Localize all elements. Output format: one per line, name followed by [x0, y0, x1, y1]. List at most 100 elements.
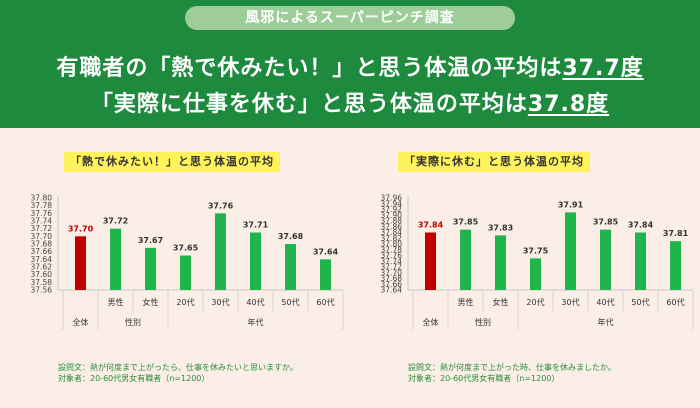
bar-6 [600, 229, 611, 290]
y-tick-label: 37.78 [31, 201, 53, 210]
survey-title-pill: 風邪によるスーパーピンチ調査 [185, 6, 515, 30]
bar-value-label: 37.65 [173, 244, 199, 253]
category-label: 全体 [73, 317, 89, 327]
category-label: 全体 [423, 317, 439, 327]
bar-value-label: 37.81 [663, 229, 689, 238]
chart-1-notes: 設問文：熱が何度まで上がったら、仕事を休みたいと思いますか。 対象者：20-60… [58, 362, 298, 384]
y-tick-label: 37.76 [381, 251, 403, 260]
category-label: 50代 [631, 297, 649, 307]
y-tick-label: 37.68 [381, 274, 403, 283]
bar-7 [285, 244, 296, 290]
category-label: 20代 [526, 297, 544, 307]
y-tick-label: 37.80 [381, 240, 403, 249]
headline-1-value: 37.7度 [562, 56, 644, 81]
bar-value-label: 37.70 [68, 224, 94, 233]
bar-value-label: 37.85 [593, 218, 619, 227]
bar-4 [530, 258, 541, 290]
chart-1: 37.5637.5837.6037.6237.6437.6637.6837.70… [31, 194, 344, 330]
y-tick-label: 37.72 [381, 263, 403, 272]
y-tick-label: 37.80 [31, 194, 53, 203]
y-tick-label: 37.70 [31, 232, 53, 241]
category-label: 60代 [316, 297, 334, 307]
chart-1-title: 「熱で休みたい！」と思う体温の平均 [64, 152, 280, 172]
bar-1 [75, 236, 86, 290]
bar-value-label: 37.71 [243, 221, 269, 230]
category-label: 40代 [596, 297, 614, 307]
category-label: 女性 [493, 297, 509, 307]
y-tick-label: 37.62 [31, 263, 53, 272]
category-label: 女性 [143, 297, 159, 307]
group-label: 年代 [248, 317, 264, 327]
y-tick-label: 37.84 [381, 228, 403, 237]
category-label: 30代 [211, 297, 229, 307]
headline-2-value: 37.8度 [527, 92, 610, 117]
group-label: 性別 [475, 317, 491, 327]
headline-1: 有職者の「熱で休みたい！」と思う体温の平均は37.7度 [0, 50, 700, 82]
chart-2-notes: 設問文：熱が何度まで上がった時、仕事を休みましたか。 対象者：20-60代男女有… [408, 362, 616, 384]
y-tick-label: 37.56 [31, 286, 53, 295]
category-label: 50代 [281, 297, 299, 307]
y-tick-label: 37.92 [381, 205, 403, 214]
bar-1 [425, 232, 436, 290]
y-tick-label: 37.86 [381, 222, 403, 231]
bar-value-label: 37.84 [418, 221, 444, 230]
bar-4 [180, 255, 191, 290]
bar-value-label: 37.83 [488, 223, 513, 232]
category-label: 40代 [246, 297, 264, 307]
headline-2: 「実際に仕事を休む」と思う体温の平均は37.8度 [0, 86, 700, 118]
y-tick-label: 37.64 [381, 286, 403, 295]
y-tick-label: 37.68 [31, 240, 53, 249]
bar-3 [495, 235, 506, 290]
y-tick-label: 37.94 [381, 199, 403, 208]
bar-6 [250, 232, 261, 290]
bar-value-label: 37.76 [208, 201, 234, 210]
category-label: 30代 [561, 297, 579, 307]
bar-8 [670, 241, 681, 290]
chart-2: 37.6437.6637.6837.7037.7237.7437.7637.78… [381, 194, 694, 330]
bar-value-label: 37.64 [313, 247, 339, 256]
category-label: 男性 [108, 297, 124, 307]
y-tick-label: 37.96 [381, 194, 403, 203]
chart-1-question: 設問文：熱が何度まで上がったら、仕事を休みたいと思いますか。 [58, 363, 298, 372]
bar-8 [320, 259, 331, 290]
y-tick-label: 37.88 [381, 217, 403, 226]
y-tick-label: 37.72 [31, 224, 53, 233]
chart-2-target: 対象者：20-60代男女有職者（n=1200） [408, 374, 560, 383]
chart-2-title: 「実際に休む」と思う体温の平均 [398, 152, 590, 172]
bar-2 [110, 228, 121, 290]
category-label: 60代 [666, 297, 684, 307]
y-tick-label: 37.90 [381, 211, 403, 220]
bar-value-label: 37.91 [558, 200, 584, 209]
bar-value-label: 37.85 [453, 218, 479, 227]
y-tick-label: 37.64 [31, 255, 53, 264]
y-tick-label: 37.60 [31, 270, 53, 279]
chart-2-question: 設問文：熱が何度まで上がった時、仕事を休みましたか。 [408, 363, 616, 372]
y-tick-label: 37.74 [31, 217, 53, 226]
category-label: 20代 [176, 297, 194, 307]
chart-1-target: 対象者：20-60代男女有職者（n=1200） [58, 374, 210, 383]
bar-5 [215, 213, 226, 290]
headline-2-prefix: 「実際に仕事を休む」と思う体温の平均は [90, 92, 528, 117]
bar-value-label: 37.68 [278, 232, 304, 241]
y-tick-label: 37.82 [381, 234, 403, 243]
bar-value-label: 37.67 [138, 236, 163, 245]
group-label: 性別 [125, 317, 141, 327]
bar-3 [145, 247, 156, 290]
y-tick-label: 37.58 [31, 278, 53, 287]
category-label: 男性 [458, 297, 474, 307]
group-label: 年代 [598, 317, 614, 327]
bar-7 [635, 232, 646, 290]
bar-value-label: 37.75 [523, 246, 549, 255]
header-banner: 風邪によるスーパーピンチ調査 有職者の「熱で休みたい！」と思う体温の平均は37.… [0, 0, 700, 128]
y-tick-label: 37.70 [381, 268, 403, 277]
bar-value-label: 37.72 [103, 217, 128, 226]
y-tick-label: 37.66 [381, 280, 403, 289]
bar-2 [460, 229, 471, 290]
y-tick-label: 37.66 [31, 247, 53, 256]
y-tick-label: 37.78 [381, 245, 403, 254]
y-tick-label: 37.76 [31, 209, 53, 218]
headline-1-prefix: 有職者の「熱で休みたい！」と思う体温の平均は [56, 56, 563, 81]
bar-value-label: 37.84 [628, 221, 654, 230]
bar-5 [565, 212, 576, 290]
y-tick-label: 37.74 [381, 257, 403, 266]
